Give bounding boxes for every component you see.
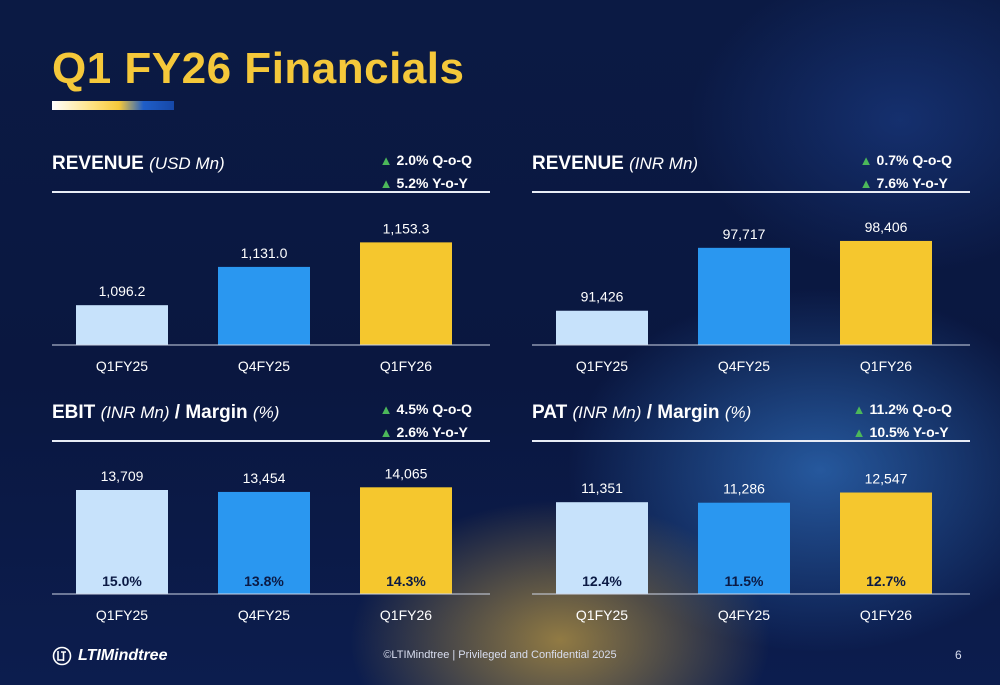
bar-q4fy25: [698, 247, 790, 345]
bar-q1fy26: [360, 487, 452, 594]
x-tick-label: Q1FY25: [576, 607, 628, 623]
slide-title: Q1 FY26 Financials: [52, 44, 465, 93]
up-arrow-icon: ▲: [379, 402, 393, 417]
margin-label: 12.7%: [866, 573, 906, 589]
bar-value-label: 97,717: [723, 226, 766, 242]
margin-label: 14.3%: [386, 573, 426, 589]
bar-value-label: 11,286: [723, 481, 765, 497]
growth-yoy: 2.6% Y-o-Y: [396, 424, 468, 440]
x-tick-label: Q1FY26: [860, 358, 912, 374]
bar-chart: 91,426 Q1FY25 97,717 Q4FY25 98,406 Q1FY26: [532, 219, 970, 374]
bar-value-label: 1,096.2: [99, 283, 146, 299]
growth-qoq: 0.7% Q-o-Q: [876, 152, 952, 168]
bar-value-label: 14,065: [385, 465, 428, 481]
x-tick-label: Q4FY25: [238, 607, 290, 623]
panel-title-suffix: / Margin: [174, 402, 248, 423]
up-arrow-icon: ▲: [859, 153, 873, 168]
bar-value-label: 13,709: [101, 468, 144, 484]
growth-yoy: 7.6% Y-o-Y: [876, 175, 948, 191]
panel-title-unit: (USD Mn): [149, 154, 225, 173]
up-arrow-icon: ▲: [379, 425, 393, 440]
bar-value-label: 11,351: [581, 480, 623, 496]
panel-pat: PAT (INR Mn) / Margin (%) ▲ 11.2% Q-o-Q ▲…: [532, 401, 970, 632]
x-tick-label: Q1FY25: [96, 607, 148, 623]
panel-title-unit: (INR Mn): [100, 403, 170, 422]
panel-title-main: EBIT: [52, 402, 96, 423]
panel-title: REVENUE (INR Mn): [532, 153, 698, 175]
panel-revenue-usd: REVENUE (USD Mn) ▲ 2.0% Q-o-Q ▲ 5.2% Y-o-Y…: [52, 152, 490, 383]
growth-indicators: ▲ 2.0% Q-o-Q ▲ 5.2% Y-o-Y: [380, 149, 472, 195]
bar-value-label: 13,454: [243, 470, 286, 486]
panel-divider: [532, 191, 970, 193]
bar-chart: 13,709 15.0% Q1FY25 13,454 13.8% Q4FY25 14,065…: [52, 465, 490, 623]
bar-value-label: 1,131.0: [241, 245, 288, 261]
company-logo: LTIMindtree: [52, 646, 167, 666]
bar-value-label: 91,426: [581, 289, 624, 305]
bar-chart: 1,096.2 Q1FY25 1,131.0 Q4FY25 1,153.3 Q1FY26: [52, 220, 490, 374]
panel-divider: [52, 191, 490, 193]
bar-q1fy25: [556, 502, 648, 594]
panel-title-suffix: / Margin: [646, 402, 720, 423]
bar-q1fy25: [76, 490, 168, 594]
panel-title-unit: (INR Mn): [629, 154, 699, 173]
panel-title: REVENUE (USD Mn): [52, 153, 225, 175]
bar-value-label: 98,406: [865, 219, 908, 235]
margin-label: 15.0%: [102, 573, 142, 589]
growth-qoq: 2.0% Q-o-Q: [396, 152, 472, 168]
x-tick-label: Q1FY25: [576, 358, 628, 374]
panel-title-suffix-unit: (%): [724, 403, 752, 422]
growth-indicators: ▲ 4.5% Q-o-Q ▲ 2.6% Y-o-Y: [380, 398, 472, 444]
x-tick-label: Q1FY26: [380, 358, 432, 374]
growth-yoy: 5.2% Y-o-Y: [396, 175, 468, 191]
growth-indicators: ▲ 0.7% Q-o-Q ▲ 7.6% Y-o-Y: [860, 149, 952, 195]
up-arrow-icon: ▲: [852, 402, 866, 417]
bar-value-label: 1,153.3: [383, 220, 430, 236]
panel-title-main: PAT: [532, 402, 568, 423]
growth-qoq: 4.5% Q-o-Q: [396, 401, 472, 417]
x-tick-label: Q4FY25: [718, 607, 770, 623]
margin-label: 13.8%: [244, 573, 284, 589]
x-tick-label: Q1FY26: [860, 607, 912, 623]
logo-text: LTIMindtree: [78, 647, 168, 664]
up-arrow-icon: ▲: [379, 153, 393, 168]
panel-title-main: REVENUE: [52, 153, 144, 174]
bar-q4fy25: [218, 266, 310, 345]
bar-q1fy26: [840, 240, 932, 345]
bar-q1fy26: [840, 492, 932, 594]
bar-q1fy26: [360, 242, 452, 345]
panel-title-main: REVENUE: [532, 153, 624, 174]
bar-q1fy25: [556, 310, 648, 345]
margin-label: 11.5%: [725, 573, 764, 589]
x-tick-label: Q1FY26: [380, 607, 432, 623]
margin-label: 12.4%: [582, 573, 622, 589]
footer-copyright: ©LTIMindtree | Privileged and Confidenti…: [383, 649, 617, 661]
bar-q1fy25: [76, 305, 168, 345]
panel-title: EBIT (INR Mn) / Margin (%): [52, 402, 279, 424]
bar-value-label: 12,547: [865, 471, 908, 487]
panel-revenue-inr: REVENUE (INR Mn) ▲ 0.7% Q-o-Q ▲ 7.6% Y-o-Y…: [532, 152, 970, 383]
panel-ebit: EBIT (INR Mn) / Margin (%) ▲ 4.5% Q-o-Q ▲…: [52, 401, 490, 632]
panel-divider: [52, 440, 490, 442]
bar-q4fy25: [218, 491, 310, 594]
panel-title-suffix-unit: (%): [252, 403, 280, 422]
bar-q4fy25: [698, 502, 790, 594]
up-arrow-icon: ▲: [379, 176, 393, 191]
up-arrow-icon: ▲: [852, 425, 866, 440]
x-tick-label: Q1FY25: [96, 358, 148, 374]
panel-title: PAT (INR Mn) / Margin (%): [532, 402, 751, 424]
title-underline: [52, 101, 174, 110]
page-number: 6: [955, 648, 962, 662]
up-arrow-icon: ▲: [859, 176, 873, 191]
x-tick-label: Q4FY25: [718, 358, 770, 374]
growth-indicators: ▲ 11.2% Q-o-Q ▲ 10.5% Y-o-Y: [853, 398, 952, 444]
bar-chart: 11,351 12.4% Q1FY25 11,286 11.5% Q4FY25 12,547…: [532, 471, 970, 623]
growth-yoy: 10.5% Y-o-Y: [869, 424, 949, 440]
growth-qoq: 11.2% Q-o-Q: [869, 401, 952, 417]
panel-title-unit: (INR Mn): [572, 403, 642, 422]
x-tick-label: Q4FY25: [238, 358, 290, 374]
panel-divider: [532, 440, 970, 442]
logo-mark-icon: [52, 646, 72, 666]
